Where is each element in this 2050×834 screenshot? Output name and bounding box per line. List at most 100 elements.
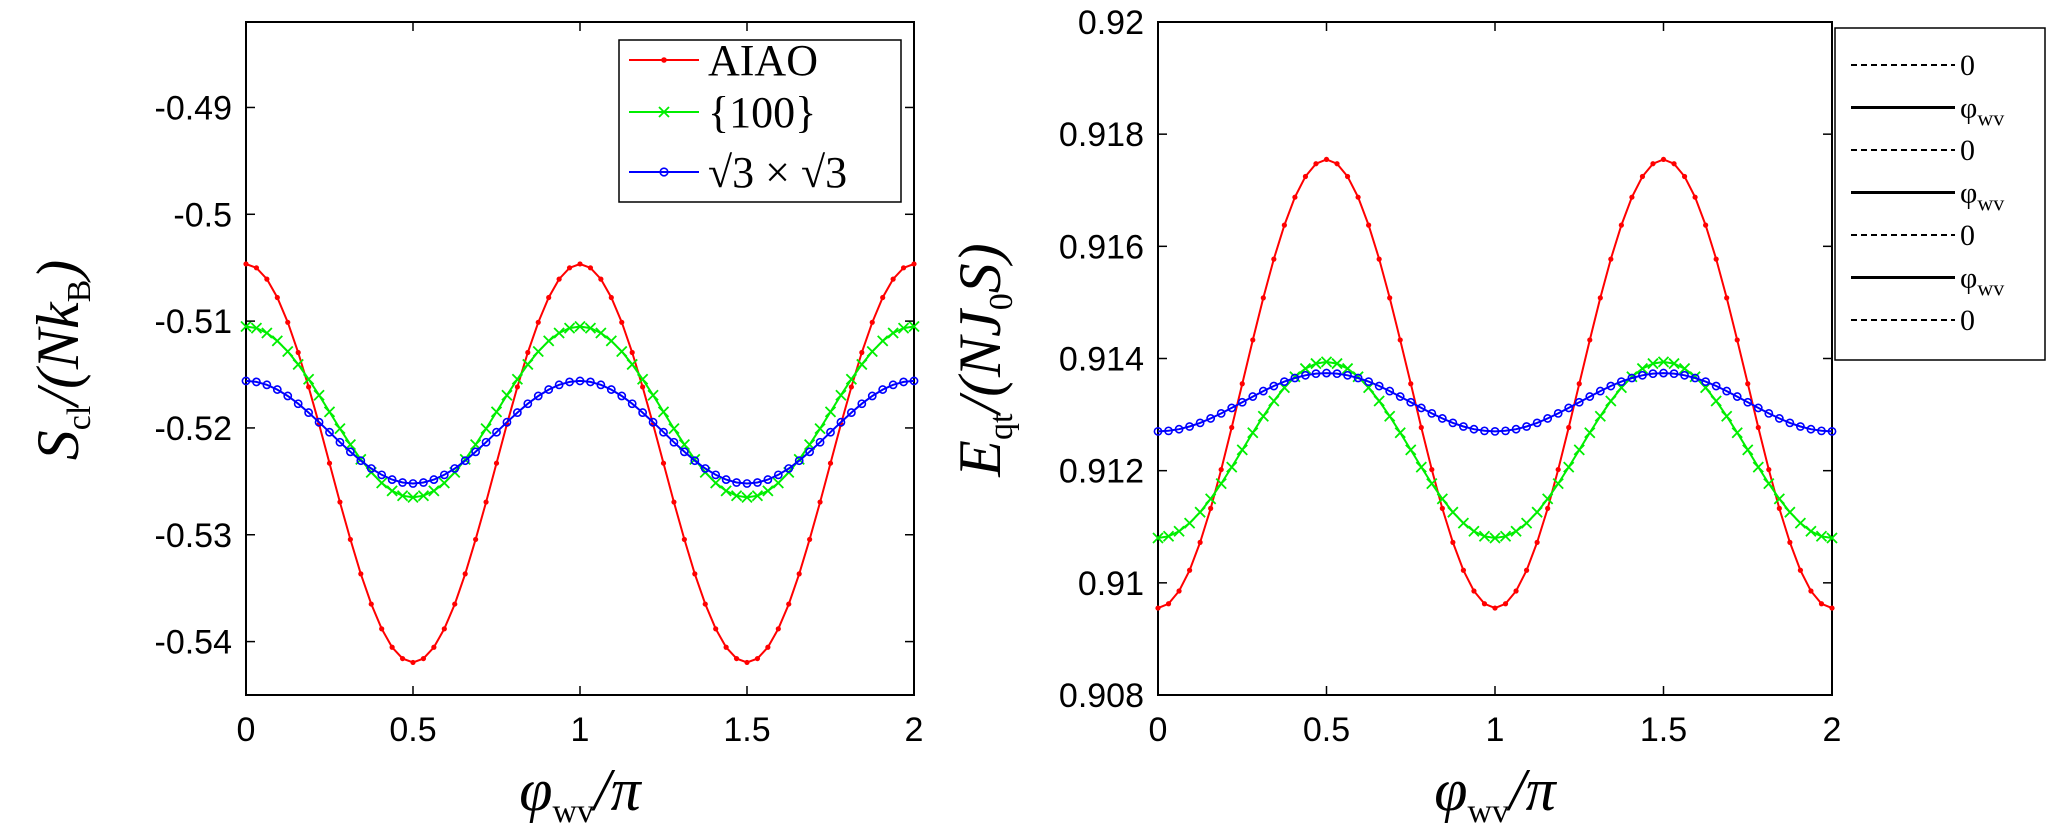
data-point: [1447, 506, 1459, 518]
data-point: [1669, 369, 1679, 379]
data-point: [700, 464, 710, 473]
data-point: [337, 499, 343, 505]
data-point: [1647, 357, 1659, 370]
data-point: [262, 380, 272, 390]
data-point: [1195, 418, 1205, 428]
data-point: [1437, 414, 1447, 423]
data-point: [721, 475, 731, 484]
data-point: [462, 571, 468, 577]
data-point: [356, 456, 366, 466]
data-point: [647, 389, 659, 401]
data-point: [784, 464, 794, 473]
data-point: [730, 490, 743, 502]
legend-label-main: 0: [1960, 134, 1975, 167]
data-point: [1532, 418, 1542, 428]
data-point: [565, 377, 574, 387]
data-point: [366, 464, 376, 473]
x-tick-label: 2: [905, 711, 924, 749]
legend-label: φwv: [1960, 92, 2004, 131]
data-point: [1468, 525, 1480, 537]
data-point: [1471, 588, 1477, 594]
data-point: [1608, 256, 1614, 262]
data-point: [313, 389, 325, 401]
data-point: [1827, 427, 1837, 436]
data-point: [1501, 426, 1510, 436]
data-point: [314, 417, 324, 427]
data-point: [1176, 588, 1182, 594]
data-point: [1395, 392, 1405, 401]
series-right-0: [1155, 156, 1835, 611]
data-point: [1594, 410, 1606, 422]
data-point: [1553, 409, 1563, 418]
data-point: [429, 475, 439, 484]
x-tick-label: 1.5: [723, 711, 770, 749]
data-point: [1701, 377, 1711, 387]
data-point: [640, 384, 646, 390]
data-point: [1566, 424, 1572, 431]
data-point: [1344, 173, 1351, 180]
data-point: [490, 406, 503, 418]
data-point: [1784, 506, 1796, 518]
chart-right: 0 0.5 1 1.5 2 0.92 0.918 0.916 0.914 0.912 0.91 0.9…: [947, 4, 2046, 830]
data-point: [859, 349, 865, 356]
data-point: [1366, 222, 1372, 228]
data-point: [544, 385, 554, 394]
data-point: [1153, 427, 1163, 436]
x-axis-label-left-tail: /π: [591, 757, 643, 823]
data-point: [1638, 370, 1647, 380]
y-tick-label: -0.52: [155, 410, 233, 448]
data-point: [814, 422, 826, 435]
data-point: [1680, 370, 1689, 380]
data-point: [1660, 156, 1667, 163]
data-point: [1636, 362, 1649, 375]
legend-label: 0: [1960, 219, 1975, 252]
data-point: [1385, 386, 1395, 396]
data-point: [836, 417, 846, 427]
data-point: [617, 391, 627, 401]
data-point: [379, 626, 385, 632]
data-point: [1257, 410, 1269, 422]
data-point: [1271, 256, 1277, 262]
data-point: [1208, 505, 1214, 511]
legend-label: 0: [1960, 134, 1975, 167]
data-point: [866, 345, 878, 358]
data-point: [1585, 392, 1595, 401]
data-point: [522, 358, 534, 371]
data-point: [1743, 397, 1753, 407]
data-point: [386, 485, 398, 497]
data-point: [711, 470, 721, 480]
data-point: [1448, 418, 1458, 428]
legend-label-main: 0: [1960, 219, 1975, 252]
data-point: [1794, 517, 1807, 529]
data-point: [250, 322, 263, 334]
data-point: [438, 477, 450, 489]
data-point: [1808, 588, 1814, 594]
data-point: [1343, 370, 1352, 380]
data-point: [824, 406, 837, 418]
data-point: [1522, 422, 1531, 431]
data-point: [1490, 427, 1500, 436]
data-point: [598, 276, 604, 282]
y-axis-label-right-sub2: 0: [983, 293, 1020, 310]
data-point: [408, 479, 418, 488]
data-point: [293, 399, 303, 409]
data-point: [1310, 357, 1322, 370]
data-point: [335, 437, 345, 447]
y-tick-label: 0.92: [1078, 4, 1144, 42]
data-point: [553, 327, 565, 339]
data-point: [1542, 493, 1554, 505]
data-point: [626, 358, 638, 371]
data-point: [732, 478, 741, 487]
data-point: [1236, 444, 1248, 456]
data-point: [483, 499, 489, 505]
data-point: [878, 385, 888, 394]
data-point: [584, 322, 597, 334]
left-ticks-group: 0 0.5 1 1.5 2 -0.49 -0.5 -0.51 -0.52 -0.53 -0.54: [155, 22, 924, 749]
data-point: [762, 485, 774, 497]
data-point: [1534, 539, 1540, 545]
data-point: [417, 490, 430, 502]
x-axis-label-left: φwv/π: [519, 757, 642, 830]
data-point: [1774, 414, 1784, 423]
data-point: [1764, 409, 1774, 418]
data-point: [1818, 601, 1825, 607]
